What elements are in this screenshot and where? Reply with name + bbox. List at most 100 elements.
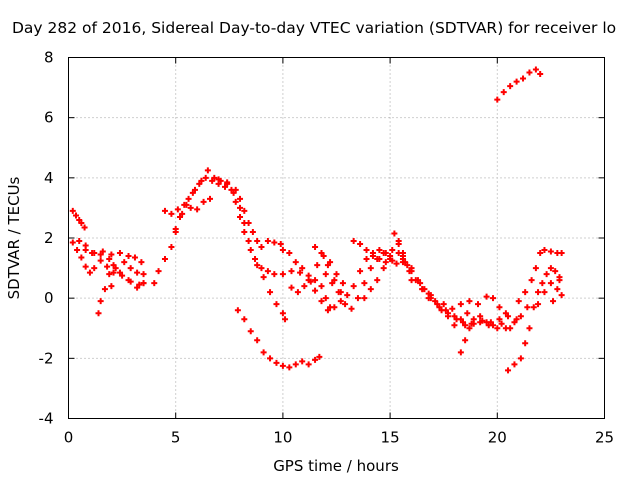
- data-point: [224, 179, 231, 186]
- data-point: [532, 265, 539, 272]
- data-point: [318, 250, 325, 257]
- data-point: [451, 322, 458, 329]
- data-point: [483, 319, 490, 326]
- data-point: [69, 207, 76, 214]
- data-point: [406, 268, 413, 275]
- data-point: [81, 224, 88, 231]
- data-point: [318, 283, 325, 290]
- x-tick-label: 0: [64, 429, 74, 447]
- data-point: [119, 272, 126, 279]
- data-point: [513, 316, 520, 323]
- chart-title: Day 282 of 2016, Sidereal Day-to-day VTE…: [12, 19, 616, 37]
- data-point: [176, 213, 183, 220]
- data-point: [279, 310, 286, 317]
- data-point: [97, 298, 104, 305]
- data-point: [179, 210, 186, 217]
- data-point: [151, 280, 158, 287]
- data-point: [297, 269, 304, 276]
- data-point: [312, 244, 319, 251]
- data-point: [389, 257, 396, 264]
- data-point: [412, 277, 419, 284]
- data-point: [376, 247, 383, 254]
- data-point: [339, 280, 346, 287]
- y-axis-label: SDTVAR / TECUs: [5, 176, 23, 299]
- data-point: [380, 250, 387, 257]
- data-point: [539, 280, 546, 287]
- data-point: [376, 256, 383, 263]
- data-point: [361, 280, 368, 287]
- data-point: [279, 362, 286, 369]
- data-point: [241, 207, 248, 214]
- data-point: [97, 257, 104, 264]
- data-point: [282, 316, 289, 323]
- data-point: [106, 256, 113, 263]
- data-point: [318, 298, 325, 305]
- data-point: [91, 265, 98, 272]
- data-point: [537, 71, 544, 78]
- x-tick-label: 20: [488, 429, 507, 447]
- data-point: [194, 206, 201, 213]
- data-point: [442, 307, 449, 314]
- data-point: [69, 239, 76, 246]
- data-point: [369, 253, 376, 260]
- data-point: [404, 262, 411, 269]
- data-point: [209, 177, 216, 184]
- data-point: [95, 310, 102, 317]
- data-point: [543, 271, 550, 278]
- data-point: [434, 301, 441, 308]
- data-point: [237, 213, 244, 220]
- data-point: [237, 204, 244, 211]
- data-point: [110, 262, 117, 269]
- data-point: [470, 316, 477, 323]
- data-point: [174, 206, 181, 213]
- data-point: [198, 177, 205, 184]
- data-point: [350, 238, 357, 245]
- data-point: [260, 274, 267, 281]
- data-point: [494, 96, 501, 103]
- data-point: [333, 271, 340, 278]
- data-point: [136, 281, 143, 288]
- data-point: [316, 353, 323, 360]
- data-point: [337, 298, 344, 305]
- data-point: [498, 320, 505, 327]
- data-point: [530, 304, 537, 311]
- data-point: [427, 295, 434, 302]
- data-point: [249, 228, 256, 235]
- data-point: [393, 260, 400, 267]
- data-point: [494, 325, 501, 332]
- data-point: [363, 256, 370, 263]
- data-point: [305, 361, 312, 368]
- data-point: [357, 241, 364, 248]
- data-point: [363, 247, 370, 254]
- data-point: [331, 304, 338, 311]
- data-point: [172, 228, 179, 235]
- data-point: [466, 325, 473, 332]
- data-point: [187, 204, 194, 211]
- data-point: [140, 280, 147, 287]
- data-point: [417, 280, 424, 287]
- data-point: [161, 256, 168, 263]
- data-point: [513, 78, 520, 85]
- data-point: [254, 262, 261, 269]
- data-point: [131, 254, 138, 261]
- data-point: [324, 307, 331, 314]
- data-point: [535, 301, 542, 308]
- data-point: [329, 280, 336, 287]
- data-point: [104, 263, 111, 270]
- y-axis-tick-labels: -4 -2 0 2 4 6 8: [39, 49, 54, 428]
- data-point: [127, 265, 134, 272]
- data-point: [526, 69, 533, 76]
- data-point: [260, 349, 267, 356]
- data-point: [367, 265, 374, 272]
- data-point: [490, 295, 497, 302]
- data-point: [271, 239, 278, 246]
- data-point: [82, 247, 89, 254]
- y-tick-label: 6: [44, 109, 54, 127]
- data-point: [234, 307, 241, 314]
- data-point: [168, 244, 175, 251]
- data-point: [547, 280, 554, 287]
- data-point: [138, 259, 145, 266]
- data-point: [357, 268, 364, 275]
- data-point: [271, 271, 278, 278]
- data-point: [254, 238, 261, 245]
